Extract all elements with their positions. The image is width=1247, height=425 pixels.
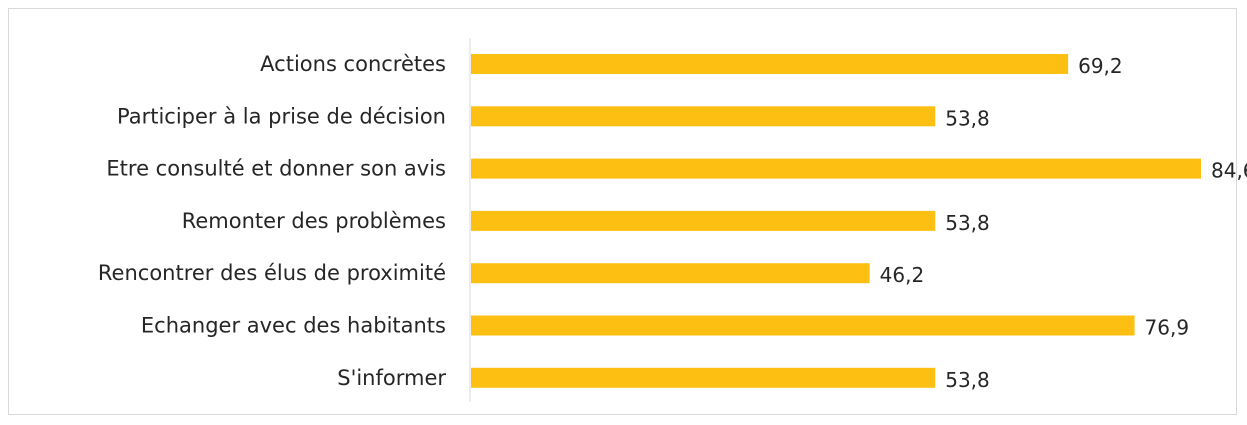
category-label: Participer à la prise de décision [117, 104, 446, 128]
bar [471, 367, 936, 388]
data-label: 53,8 [945, 106, 990, 130]
data-label: 53,8 [945, 211, 990, 235]
category-label: Actions concrètes [260, 52, 446, 76]
bar [471, 315, 1135, 336]
category-label: Echanger avec des habitants [141, 314, 446, 338]
bar [471, 263, 870, 284]
data-label: 84,6 [1211, 159, 1247, 183]
data-label: 69,2 [1078, 54, 1123, 78]
category-label: Remonter des problèmes [182, 209, 446, 233]
bar [471, 106, 936, 127]
data-label: 46,2 [880, 263, 925, 287]
category-label: S'informer [337, 366, 446, 390]
bar [471, 158, 1201, 179]
category-label: Etre consulté et donner son avis [106, 157, 446, 181]
bar [471, 54, 1069, 74]
data-label: 76,9 [1145, 316, 1190, 340]
bar [471, 210, 936, 231]
category-label: Rencontrer des élus de proximité [98, 261, 446, 285]
data-label: 53,8 [945, 368, 990, 392]
